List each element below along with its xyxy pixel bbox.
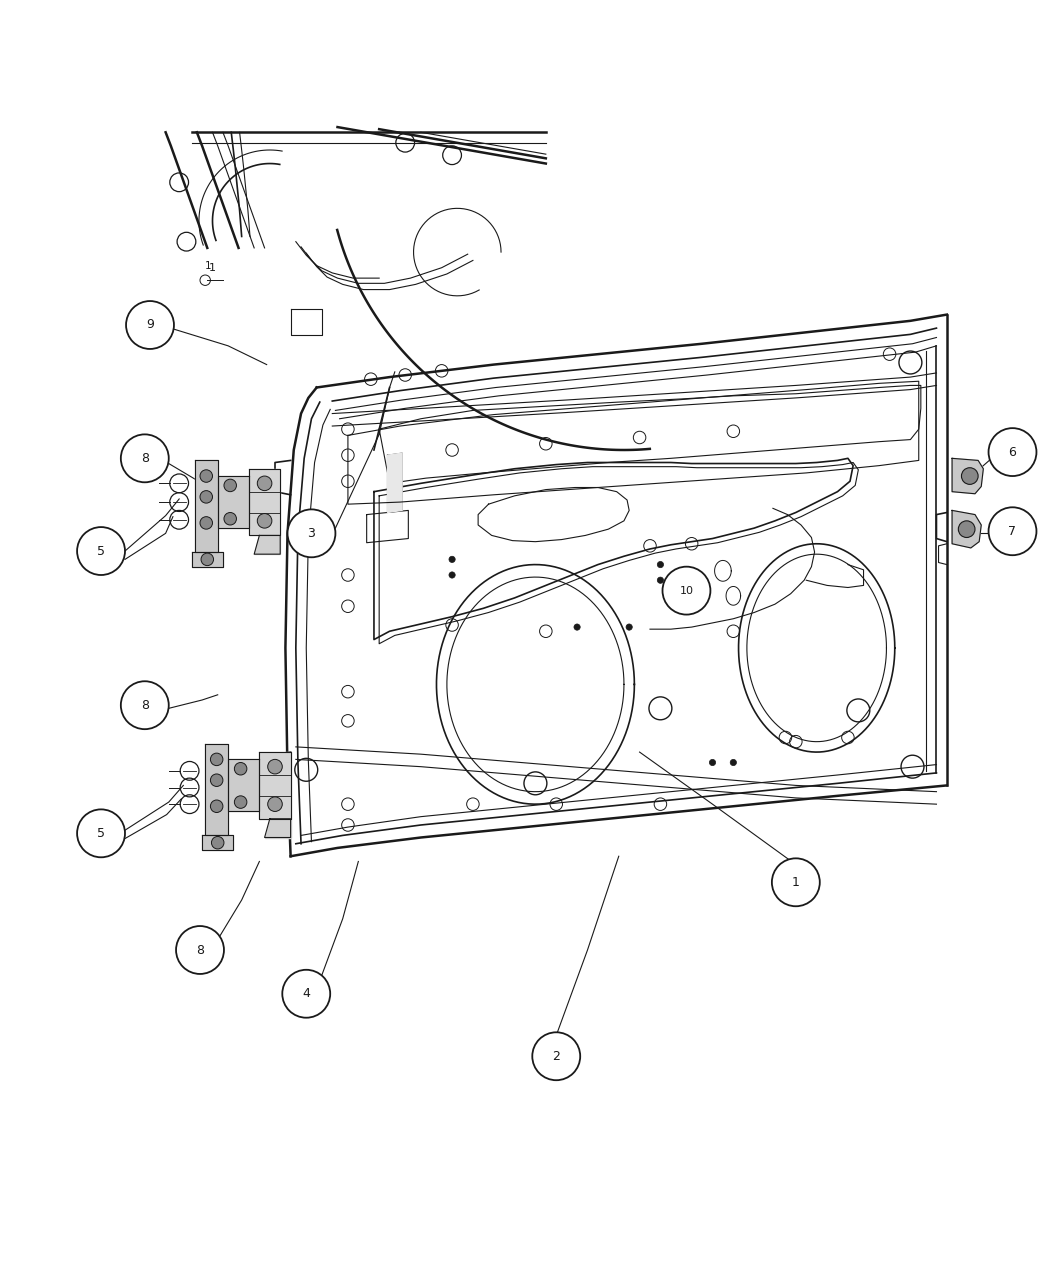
Circle shape — [77, 527, 125, 575]
Polygon shape — [265, 819, 291, 838]
Text: 9: 9 — [146, 319, 154, 332]
Circle shape — [257, 514, 272, 528]
Polygon shape — [205, 743, 228, 835]
Circle shape — [210, 799, 223, 812]
Polygon shape — [249, 469, 280, 536]
Polygon shape — [254, 536, 280, 555]
Text: 8: 8 — [141, 451, 149, 465]
Text: 8: 8 — [141, 699, 149, 711]
Polygon shape — [228, 760, 259, 811]
Circle shape — [210, 774, 223, 787]
Polygon shape — [387, 453, 402, 513]
Circle shape — [730, 760, 736, 765]
Polygon shape — [192, 552, 223, 566]
Circle shape — [234, 762, 247, 775]
Circle shape — [176, 926, 224, 974]
Circle shape — [532, 1033, 581, 1080]
Text: 5: 5 — [97, 544, 105, 557]
Circle shape — [663, 566, 711, 615]
Circle shape — [959, 520, 975, 538]
Text: 3: 3 — [308, 527, 315, 539]
Circle shape — [288, 510, 335, 557]
Circle shape — [121, 435, 169, 482]
Polygon shape — [217, 476, 249, 528]
Circle shape — [234, 796, 247, 808]
Circle shape — [268, 760, 282, 774]
Text: 1: 1 — [209, 263, 216, 273]
Circle shape — [449, 572, 456, 578]
Circle shape — [988, 428, 1036, 476]
Circle shape — [121, 681, 169, 729]
Circle shape — [224, 479, 236, 492]
Text: 4: 4 — [302, 987, 310, 1001]
Circle shape — [257, 476, 272, 491]
Circle shape — [211, 836, 224, 849]
Circle shape — [657, 561, 664, 567]
Circle shape — [200, 469, 212, 482]
Circle shape — [77, 810, 125, 857]
Text: 6: 6 — [1009, 445, 1016, 459]
Circle shape — [988, 507, 1036, 555]
Circle shape — [210, 754, 223, 765]
Polygon shape — [952, 458, 984, 493]
Circle shape — [200, 491, 212, 504]
Text: 2: 2 — [552, 1049, 561, 1063]
Text: 10: 10 — [679, 585, 693, 595]
Polygon shape — [259, 752, 291, 819]
Circle shape — [626, 623, 632, 630]
Circle shape — [200, 516, 212, 529]
Circle shape — [772, 858, 820, 907]
Circle shape — [126, 301, 174, 349]
Circle shape — [224, 513, 236, 525]
Polygon shape — [202, 835, 233, 850]
Circle shape — [449, 556, 456, 562]
Text: 5: 5 — [97, 826, 105, 840]
Circle shape — [710, 760, 716, 765]
Text: 1: 1 — [205, 260, 212, 270]
Text: 7: 7 — [1008, 525, 1016, 538]
Polygon shape — [195, 460, 217, 552]
Circle shape — [268, 797, 282, 811]
Polygon shape — [952, 510, 982, 548]
Circle shape — [282, 970, 330, 1017]
Circle shape — [201, 553, 213, 566]
Circle shape — [574, 623, 581, 630]
Text: 1: 1 — [792, 876, 800, 889]
Circle shape — [657, 578, 664, 584]
Text: 8: 8 — [196, 944, 204, 956]
Circle shape — [962, 468, 979, 484]
